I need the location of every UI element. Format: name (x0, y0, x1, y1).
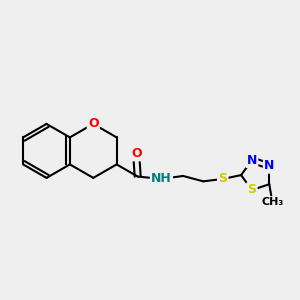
Text: O: O (88, 117, 99, 130)
Text: NH: NH (151, 172, 172, 185)
Text: N: N (264, 159, 274, 172)
Text: S: S (248, 183, 256, 196)
Text: CH₃: CH₃ (261, 197, 284, 207)
Text: O: O (131, 147, 142, 160)
Text: S: S (218, 172, 227, 185)
Text: N: N (247, 154, 257, 167)
